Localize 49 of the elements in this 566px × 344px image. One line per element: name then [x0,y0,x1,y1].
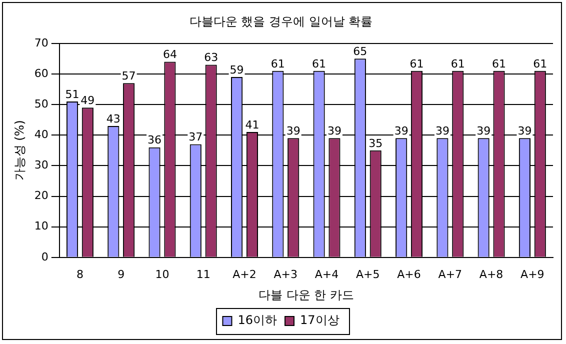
x-tick-label: A+8 [479,268,504,281]
legend-label: 17이상 [300,313,340,328]
x-tick-label: A+2 [232,268,256,281]
data-label: 61 [450,57,465,70]
data-label: 39 [394,124,408,138]
x-tick-label: 9 [118,268,125,281]
data-label: 63 [204,51,218,64]
y-tick-label: 60 [34,66,48,80]
x-tick-label: A+6 [397,268,421,281]
x-axis-title: 다블 다운 한 카드 [258,288,354,302]
y-tick-label: 20 [34,189,48,202]
data-label: 65 [353,45,368,58]
x-tick-label: A+3 [274,268,298,281]
x-tick-label: A+5 [356,268,380,281]
x-tick-label: A+9 [520,268,544,281]
y-tick-label: 10 [34,220,48,233]
x-tick-label: A+4 [314,268,339,281]
data-label: 61 [312,57,326,70]
data-label: 61 [492,57,506,70]
data-label: 41 [245,118,260,132]
data-label: 49 [80,94,95,107]
data-label: 39 [327,124,342,138]
x-tick-label: A+7 [438,268,462,281]
y-tick-label: 30 [34,158,48,172]
data-label: 57 [122,70,136,82]
data-label: 61 [410,57,424,70]
x-tick-label: 10 [155,268,170,281]
data-label: 61 [270,57,285,70]
data-label: 64 [162,48,177,62]
data-label: 37 [188,130,203,144]
y-tick-label: 50 [34,97,48,110]
data-label: 51 [65,88,80,101]
y-axis-title: 가능성 (%) [12,120,26,181]
data-label: 59 [230,63,244,76]
data-label: 61 [533,57,548,70]
data-label: 39 [518,124,532,138]
chart-title: 다블다운 했을 경우에 일어날 확률 [189,14,373,28]
x-tick-label: 8 [76,268,84,281]
x-tick-label: 11 [196,268,210,281]
data-label: 36 [148,134,162,147]
y-tick-label: 70 [34,36,48,50]
y-tick-label: 40 [34,128,48,141]
data-label: 35 [368,136,383,150]
data-label: 39 [476,124,491,138]
data-label: 39 [435,124,450,138]
legend-label: 16이하 [238,313,278,328]
y-tick-label: 0 [41,250,48,264]
data-label: 43 [106,112,120,126]
data-label: 39 [286,124,300,138]
